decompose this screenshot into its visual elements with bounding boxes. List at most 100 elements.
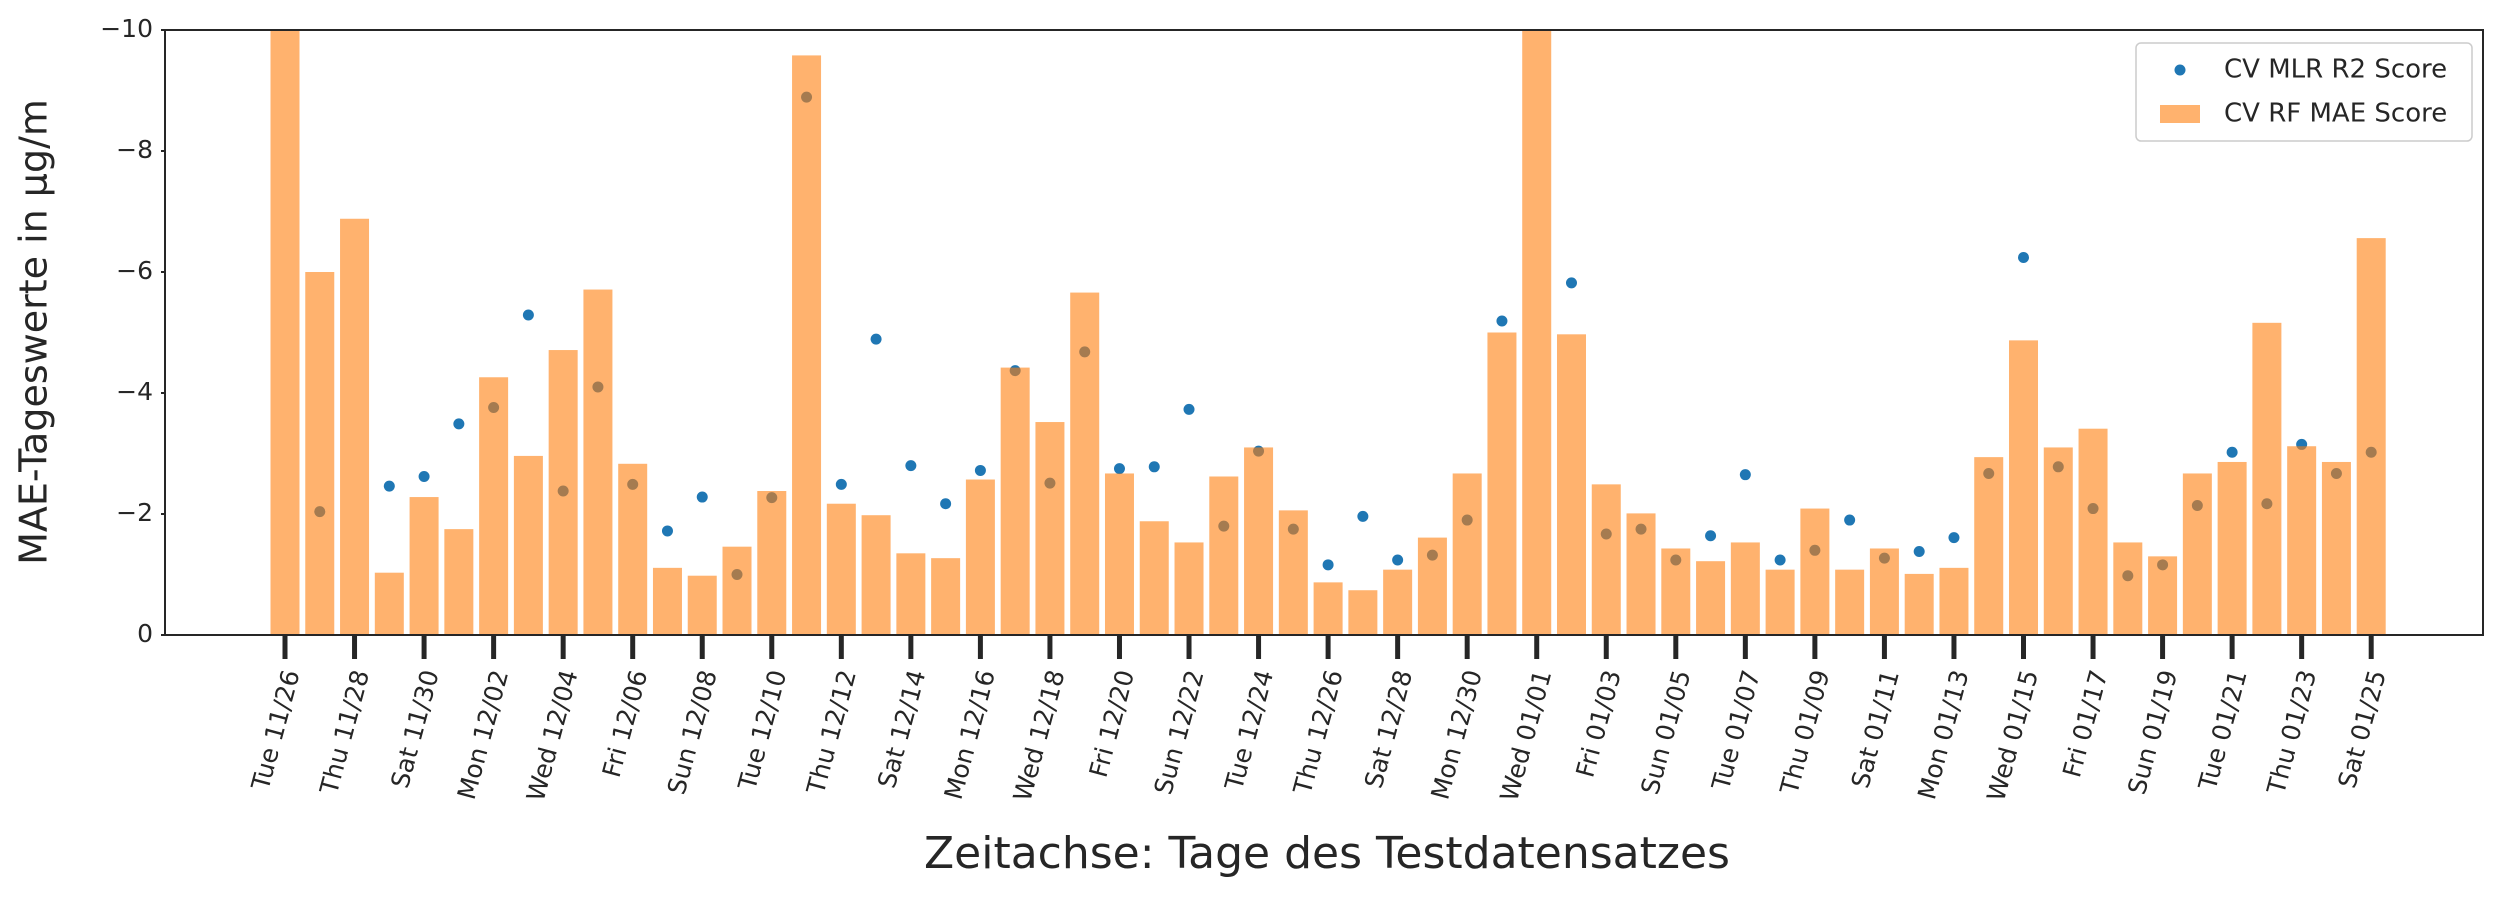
- x-tick-label: Mon 01/13: [1912, 667, 1974, 803]
- bar: [1626, 513, 1656, 635]
- scatter-point: [905, 460, 917, 472]
- plot-area: [270, 30, 2386, 635]
- x-tick-label: Tue 01/21: [2193, 667, 2253, 794]
- scatter-point: [974, 464, 986, 476]
- bar: [1661, 548, 1691, 635]
- x-tick-label: Sat 01/11: [1846, 667, 1905, 791]
- x-tick-label: Mon 12/16: [939, 667, 1001, 803]
- legend-marker: [2160, 105, 2200, 123]
- legend: CV MLR R2 Score CV RF MAE Score: [2135, 42, 2473, 142]
- x-tick-label: Wed 12/18: [1008, 667, 1071, 804]
- bar: [1696, 561, 1726, 635]
- scatter-point: [696, 491, 708, 503]
- bar: [722, 546, 752, 635]
- x-tick-label: Sun 01/05: [1635, 667, 1696, 798]
- scatter-point: [1322, 559, 1334, 571]
- bar: [1835, 569, 1865, 635]
- scatter-point: [383, 480, 395, 492]
- bar: [652, 567, 682, 635]
- scatter-point: [2226, 446, 2238, 458]
- x-tick-label: Wed 01/01: [1494, 667, 1557, 804]
- bar: [2217, 461, 2247, 635]
- bar: [1104, 473, 1134, 635]
- x-tick-label: Thu 12/12: [801, 667, 862, 798]
- x-tick-label: Sun 01/19: [2122, 667, 2183, 798]
- x-tick-label: Sat 01/25: [2332, 667, 2391, 791]
- bar: [1383, 569, 1413, 635]
- bar: [1070, 292, 1100, 635]
- bar: [1244, 447, 1274, 635]
- bar: [826, 503, 856, 635]
- bar: [2321, 461, 2351, 635]
- bar: [1278, 510, 1308, 635]
- x-tick-label: Wed 01/15: [1981, 667, 2044, 804]
- bar: [1556, 334, 1586, 635]
- y-tick-label: −8: [116, 135, 153, 164]
- x-axis-label: Zeitachse: Tage des Testdatensatzes: [924, 828, 1730, 879]
- scatter-point: [1113, 463, 1125, 475]
- scatter-point: [1913, 546, 1925, 558]
- x-tick-label: Tue 12/10: [732, 667, 792, 794]
- x-tick-label: Sat 12/14: [872, 667, 931, 791]
- bar: [2078, 428, 2108, 635]
- scatter-point: [2018, 251, 2029, 263]
- scatter-point: [940, 498, 952, 510]
- scatter-point: [1357, 510, 1369, 522]
- x-tick-label: Sat 12/28: [1359, 667, 1418, 791]
- bar: [409, 497, 439, 635]
- bar: [270, 30, 300, 635]
- bar: [792, 55, 822, 635]
- bar: [1904, 573, 1934, 635]
- y-tick-label: 0: [137, 619, 153, 648]
- scatter-point: [870, 333, 882, 345]
- scatter-point: [453, 418, 465, 430]
- x-tick-label: Sat 11/30: [385, 667, 444, 791]
- scatter-point: [835, 478, 847, 490]
- x-tick-label: Tue 11/26: [246, 667, 306, 794]
- legend-frame: [2135, 42, 2473, 142]
- x-tick-label: Thu 01/23: [2261, 667, 2322, 798]
- bar: [1522, 30, 1552, 635]
- axes-frame: [164, 29, 2484, 636]
- scatter-point: [1496, 315, 1508, 327]
- x-tick-label: Mon 12/02: [452, 667, 514, 803]
- scatter-point: [418, 470, 430, 482]
- x-tick-label: Fri 01/03: [1570, 667, 1626, 781]
- bar: [1800, 508, 1830, 635]
- scatter-point: [1844, 514, 1856, 526]
- x-tick-label: Thu 12/26: [1288, 667, 1349, 798]
- scatter-point: [1774, 554, 1786, 566]
- y-tick-label: −2: [116, 498, 153, 527]
- bar: [1730, 542, 1760, 635]
- bar: [1035, 422, 1065, 635]
- bar: [1348, 590, 1378, 635]
- bar: [757, 491, 787, 635]
- x-tick-label: Fri 01/17: [2057, 667, 2113, 781]
- bar: [687, 575, 717, 635]
- bar: [305, 272, 335, 635]
- bar: [1139, 521, 1169, 635]
- bar: [2252, 322, 2282, 635]
- legend-label: CV MLR R2 Score: [2224, 55, 2447, 85]
- bar: [513, 455, 543, 635]
- bar: [1974, 457, 2004, 635]
- bar: [479, 377, 509, 635]
- bar: [340, 218, 370, 635]
- y-tick-label: −4: [116, 377, 153, 406]
- y-tick-label: −10: [100, 14, 153, 43]
- x-tick-label: Fri 12/20: [1084, 667, 1140, 781]
- x-tick-label: Tue 12/24: [1219, 667, 1279, 794]
- bar: [2043, 447, 2073, 635]
- scatter-point: [1148, 461, 1160, 473]
- x-tick-label: Fri 12/06: [597, 667, 653, 781]
- x-tick-label: Thu 01/09: [1774, 667, 1835, 798]
- bar: [444, 529, 474, 635]
- bar: [965, 479, 995, 635]
- bar: [618, 463, 648, 635]
- scatter-point: [1392, 554, 1404, 566]
- scatter-point: [1705, 530, 1717, 542]
- y-tick-label: −6: [116, 256, 153, 285]
- x-tick-label: Thu 11/28: [314, 667, 375, 798]
- bar: [1939, 567, 1969, 635]
- bar: [583, 289, 613, 635]
